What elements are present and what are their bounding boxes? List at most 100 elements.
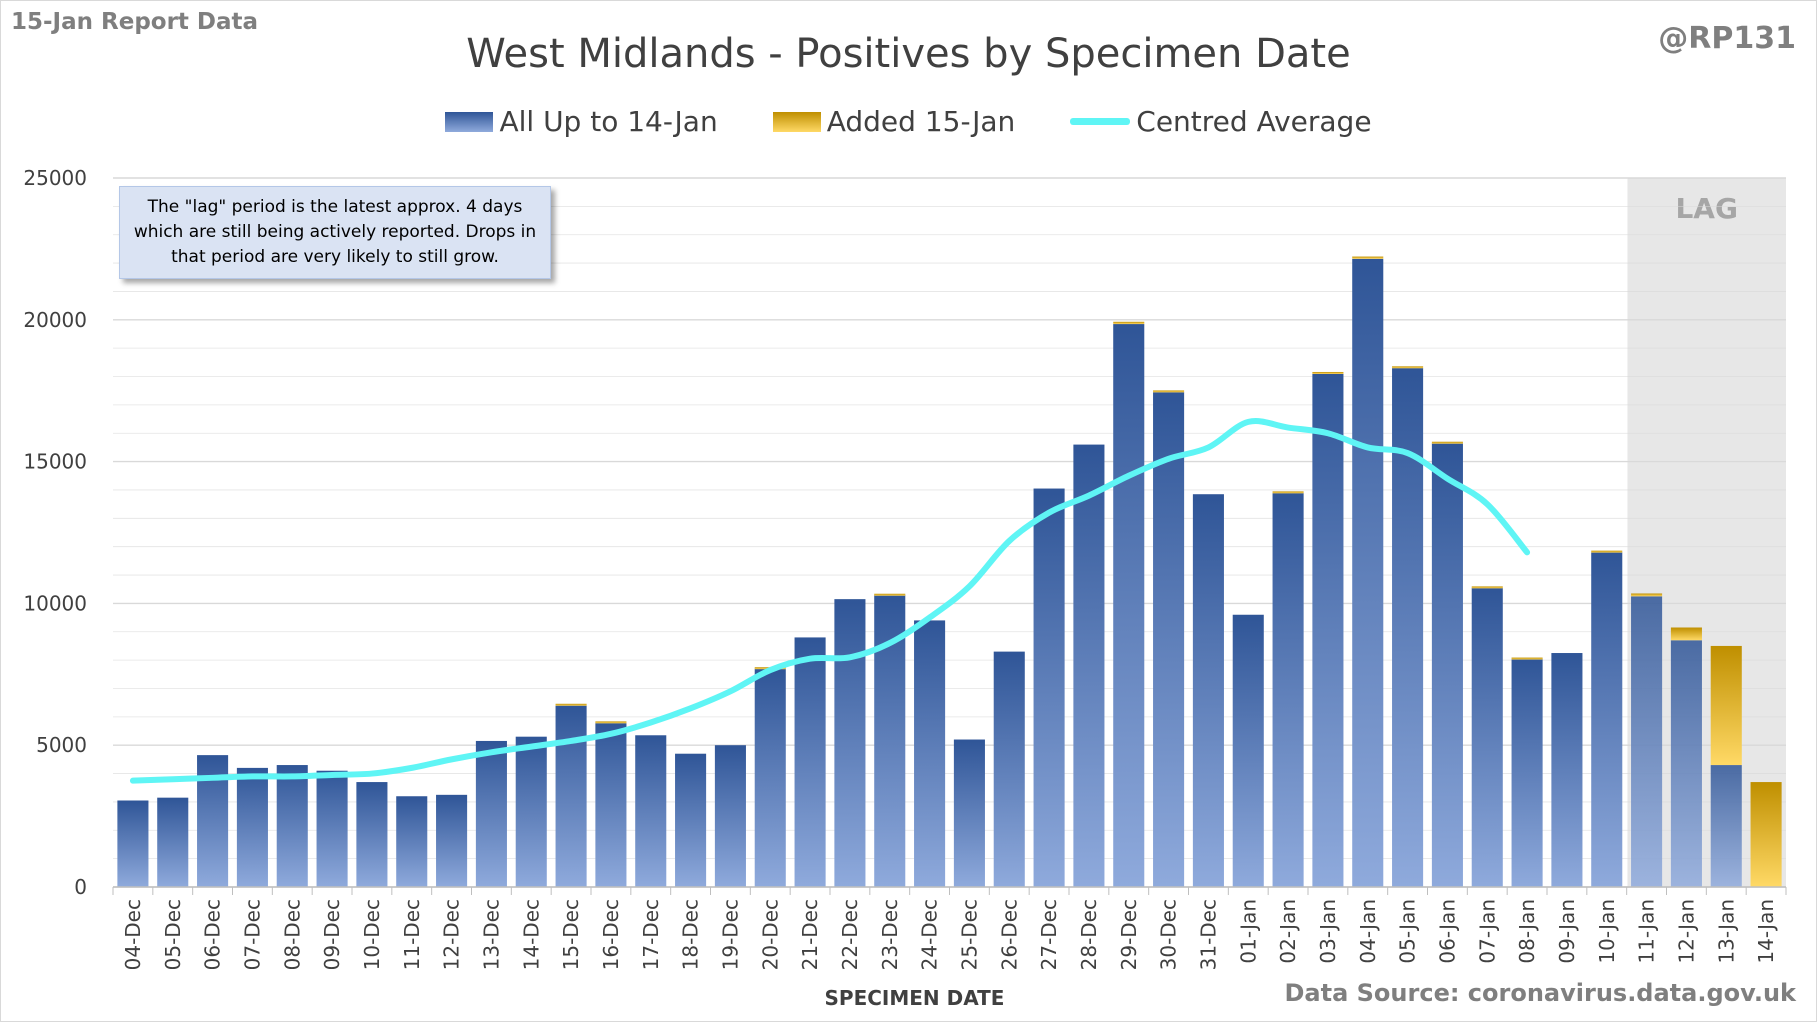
x-tick-label: 11-Jan	[1635, 899, 1659, 964]
bar-all-08-Dec	[276, 765, 308, 887]
bar-added-07-Jan	[1471, 586, 1503, 589]
bar-all-07-Jan	[1471, 587, 1503, 887]
bar-added-10-Jan	[1591, 550, 1623, 553]
x-tick-label: 09-Jan	[1555, 899, 1579, 964]
chart-title: West Midlands - Positives by Specimen Da…	[466, 31, 1351, 77]
bar-added-23-Dec	[874, 593, 906, 596]
bar-all-21-Dec	[794, 637, 826, 887]
x-tick-label: 15-Dec	[559, 899, 583, 970]
bar-all-10-Jan	[1591, 552, 1623, 887]
bar-all-11-Jan	[1631, 596, 1663, 887]
bar-added-13-Jan	[1710, 645, 1742, 766]
bar-all-22-Dec	[834, 599, 866, 887]
gridlines	[113, 177, 1786, 888]
bar-all-17-Dec	[635, 735, 667, 887]
bar-all-07-Dec	[236, 767, 268, 887]
x-tick-label: 31-Dec	[1196, 899, 1220, 970]
x-tick-label: 30-Dec	[1157, 899, 1181, 970]
bar-added-03-Jan	[1312, 371, 1344, 374]
bar-added-16-Dec	[595, 721, 627, 724]
bar-all-27-Dec	[1033, 488, 1065, 887]
x-tick-label: 24-Dec	[918, 899, 942, 970]
y-tick-label: 5000	[36, 733, 87, 757]
legend-label-average: Centred Average	[1136, 105, 1372, 138]
y-axis-ticks: 0 5000 10000 15000 20000 25000	[23, 166, 87, 899]
x-tick-label: 27-Dec	[1037, 899, 1061, 970]
bar-all-24-Dec	[914, 620, 946, 887]
bar-all-08-Jan	[1511, 658, 1543, 887]
centred-average-line	[129, 418, 1531, 784]
x-tick-label: 11-Dec	[400, 899, 424, 970]
bar-all-12-Dec	[436, 794, 468, 887]
x-tick-label: 08-Jan	[1515, 899, 1539, 964]
x-tick-label: 01-Jan	[1236, 899, 1260, 964]
bar-all-14-Dec	[515, 736, 547, 887]
bars	[117, 256, 1782, 888]
x-tick-label: 18-Dec	[679, 899, 703, 970]
bar-all-13-Dec	[475, 740, 507, 887]
bar-all-02-Jan	[1272, 492, 1304, 887]
x-tick-label: 25-Dec	[957, 899, 981, 970]
report-date-label: 15-Jan Report Data	[11, 9, 259, 35]
y-tick-label: 10000	[23, 591, 87, 615]
lag-label: LAG	[1675, 192, 1738, 225]
x-tick-label: 17-Dec	[639, 899, 663, 970]
x-tick-label: 12-Dec	[440, 899, 464, 970]
bar-all-03-Jan	[1312, 373, 1344, 888]
y-tick-label: 0	[74, 875, 87, 899]
bar-added-30-Dec	[1153, 390, 1185, 393]
bar-all-29-Dec	[1113, 324, 1145, 888]
bar-all-09-Dec	[316, 770, 348, 887]
x-tick-label: 21-Dec	[798, 899, 822, 970]
y-tick-label: 15000	[23, 450, 87, 474]
bar-all-04-Dec	[117, 800, 149, 887]
bar-all-19-Dec	[714, 745, 746, 887]
bar-all-01-Jan	[1232, 614, 1264, 887]
bar-all-16-Dec	[595, 722, 627, 887]
bar-added-06-Jan	[1431, 441, 1463, 444]
x-tick-label: 22-Dec	[838, 899, 862, 970]
bar-all-12-Jan	[1670, 640, 1702, 887]
x-tick-label: 09-Dec	[320, 899, 344, 970]
bar-added-02-Jan	[1272, 491, 1304, 494]
legend-item-added: Added 15-Jan	[772, 105, 1015, 138]
x-tick-label: 04-Jan	[1356, 899, 1380, 964]
bar-added-15-Dec	[555, 703, 587, 706]
legend-label-all: All Up to 14-Jan	[499, 105, 718, 138]
bar-added-29-Dec	[1113, 321, 1145, 325]
bar-all-30-Dec	[1153, 392, 1185, 887]
bar-all-31-Dec	[1192, 494, 1224, 887]
x-tick-label: 07-Dec	[240, 899, 264, 970]
x-tick-label: 26-Dec	[997, 899, 1021, 970]
bar-added-04-Jan	[1352, 256, 1384, 259]
x-tick-label: 08-Dec	[280, 899, 304, 970]
x-tick-label: 04-Dec	[121, 899, 145, 970]
bar-added-14-Jan	[1750, 782, 1782, 887]
bar-all-10-Dec	[356, 782, 388, 887]
y-tick-label: 25000	[23, 166, 87, 190]
bar-all-11-Dec	[396, 796, 428, 887]
x-tick-label: 14-Jan	[1754, 899, 1778, 964]
x-tick-label: 23-Dec	[878, 899, 902, 970]
bar-all-04-Jan	[1352, 258, 1384, 887]
chart-legend: All Up to 14-Jan Added 15-Jan Centred Av…	[1, 105, 1816, 138]
bar-all-18-Dec	[675, 753, 707, 887]
bar-added-05-Jan	[1392, 366, 1424, 369]
data-source-label: Data Source: coronavirus.data.gov.uk	[1284, 979, 1797, 1007]
x-tick-label: 06-Jan	[1435, 899, 1459, 964]
x-axis: 04-Dec 05-Dec 06-Dec 07-Dec 08-Dec 09-Dec 10-D…	[112, 886, 1787, 970]
legend-item-all: All Up to 14-Jan	[445, 105, 718, 138]
bar-all-25-Dec	[953, 739, 985, 887]
legend-swatch-all	[445, 111, 494, 132]
x-tick-label: 03-Jan	[1316, 899, 1340, 964]
centred-average-path	[129, 418, 1531, 784]
bar-added-11-Jan	[1631, 593, 1663, 597]
bar-all-26-Dec	[993, 651, 1025, 887]
x-tick-label: 19-Dec	[718, 899, 742, 970]
x-tick-label: 13-Jan	[1714, 899, 1738, 964]
x-tick-label: 16-Dec	[599, 899, 623, 970]
x-tick-label: 13-Dec	[479, 899, 503, 970]
x-tick-label: 14-Dec	[519, 899, 543, 970]
